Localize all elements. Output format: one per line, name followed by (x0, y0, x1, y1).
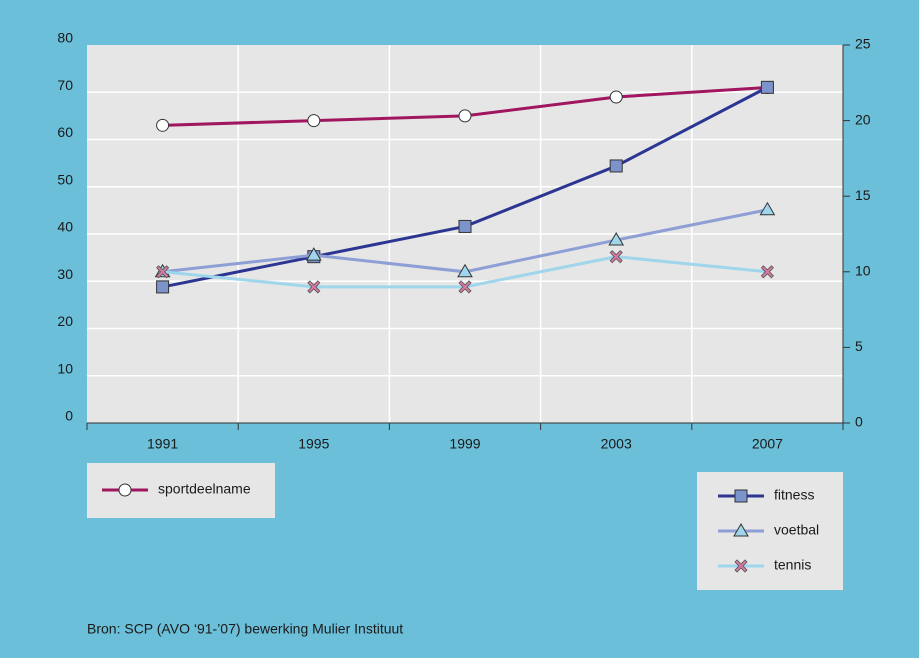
point (156, 280, 170, 294)
point (307, 114, 321, 128)
point (458, 280, 472, 294)
point (609, 159, 623, 173)
point (307, 280, 321, 294)
x-tick-label: 1999 (449, 436, 480, 452)
legend-label: sportdeelname (158, 481, 251, 497)
x-tick-label: 1991 (147, 436, 178, 452)
x-tick-label: 2007 (752, 436, 783, 452)
point (733, 523, 749, 537)
point (760, 80, 774, 94)
point (609, 250, 623, 264)
y-tick-label: 10 (57, 360, 73, 376)
legend-label: tennis (774, 557, 811, 573)
source-note: Bron: SCP (AVO ‘91-’07) bewerking Mulier… (87, 621, 403, 637)
legend-label: fitness (774, 487, 814, 503)
y2-tick-label: 0 (855, 414, 863, 430)
point (305, 247, 322, 261)
point (118, 483, 132, 497)
point (734, 489, 748, 503)
y-tick-label: 30 (57, 266, 73, 282)
point (734, 559, 748, 573)
point (759, 201, 776, 216)
y2-tick-label: 5 (855, 338, 863, 354)
y2-tick-label: 15 (855, 187, 871, 203)
x-tick-label: 1995 (298, 436, 329, 452)
point (156, 265, 170, 279)
y2-tick-label: 10 (855, 263, 871, 279)
legend-label: voetbal (774, 522, 819, 538)
y2-tick-label: 20 (855, 111, 871, 127)
y-tick-label: 50 (57, 171, 73, 187)
y-tick-label: 80 (57, 30, 73, 46)
y2-tick-label: 25 (855, 36, 871, 52)
y-tick-label: 40 (57, 219, 73, 235)
point (156, 118, 170, 132)
y-tick-label: 0 (65, 408, 73, 424)
point (760, 265, 774, 279)
x-tick-label: 2003 (601, 436, 632, 452)
point (608, 232, 625, 246)
point (458, 109, 472, 123)
y-tick-label: 60 (57, 124, 73, 140)
y-tick-label: 70 (57, 77, 73, 93)
point (609, 90, 623, 104)
y-tick-label: 20 (57, 313, 73, 329)
point (457, 263, 473, 278)
point (458, 219, 472, 233)
